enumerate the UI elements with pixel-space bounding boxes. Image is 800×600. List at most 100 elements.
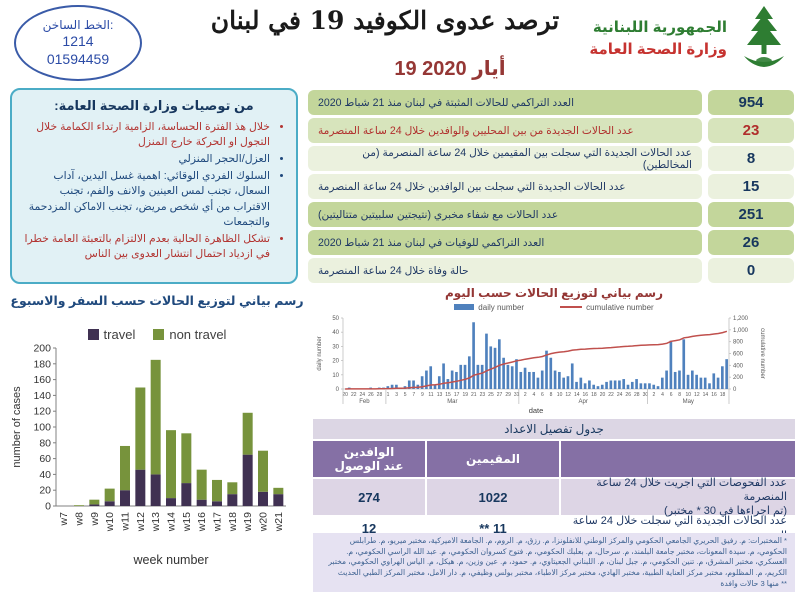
svg-text:number of cases: number of cases — [11, 386, 23, 468]
svg-text:May: May — [683, 399, 694, 405]
cedar-logo-icon — [744, 6, 784, 67]
svg-text:w18: w18 — [227, 512, 239, 532]
svg-text:16: 16 — [711, 392, 717, 398]
weekly-chart-title: رسم بياني لتوزيع الحالات حسب السفر والاس… — [10, 294, 304, 308]
svg-text:20: 20 — [342, 392, 348, 398]
svg-text:400: 400 — [733, 364, 744, 370]
svg-text:30: 30 — [332, 345, 339, 351]
page-title: ترصد عدوى الكوفيد 19 في لبنان — [210, 6, 560, 35]
details-table: جدول تفصيل الاعداد الوافدين عند الوصول ال… — [313, 419, 795, 542]
svg-text:12: 12 — [565, 392, 571, 398]
svg-text:120: 120 — [33, 406, 51, 418]
svg-text:4: 4 — [661, 392, 664, 398]
svg-text:18: 18 — [720, 392, 726, 398]
stat-value: 954 — [708, 90, 794, 115]
stat-label: عدد الحالات الجديدة التي سجلت بين المقيم… — [308, 146, 702, 171]
svg-text:w15: w15 — [181, 512, 193, 532]
svg-text:8: 8 — [678, 392, 681, 398]
svg-text:8: 8 — [550, 392, 553, 398]
stat-row: عدد الحالات الجديدة من بين المحليين والو… — [308, 118, 794, 143]
cumulative-number-swatch — [560, 306, 583, 309]
svg-text:w19: w19 — [242, 512, 254, 532]
footnote-labs: * المختبرات: م. رفيق الحريري الجامعي الح… — [328, 536, 787, 577]
svg-text:600: 600 — [733, 352, 744, 358]
details-table-grid: الوافدين عند الوصول المقيمين 274 1022 عدد ال… — [313, 441, 795, 542]
svg-text:6: 6 — [670, 392, 673, 398]
svg-text:w16: w16 — [196, 512, 208, 532]
hotline-number-long: 01594459 — [46, 50, 110, 67]
svg-text:50: 50 — [332, 316, 339, 322]
travel-legend-label: travel — [103, 326, 136, 342]
ministry-line1: الجمهورية اللبنانية — [592, 18, 727, 36]
svg-text:25: 25 — [488, 392, 494, 398]
svg-text:4: 4 — [532, 392, 535, 398]
svg-text:Feb: Feb — [359, 399, 370, 405]
svg-text:7: 7 — [412, 392, 415, 398]
ministry-line2: وزارة الصحة العامة — [589, 41, 727, 58]
svg-text:w11: w11 — [120, 512, 132, 532]
stat-row: عدد الحالات الجديدة التي سجلت بين المقيم… — [308, 146, 794, 171]
svg-text:daily number: daily number — [317, 337, 323, 371]
svg-text:14: 14 — [703, 392, 709, 398]
svg-text:6: 6 — [541, 392, 544, 398]
svg-text:180: 180 — [33, 358, 51, 370]
svg-text:3: 3 — [395, 392, 398, 398]
svg-text:12: 12 — [694, 392, 700, 398]
stat-value: 26 — [708, 230, 794, 255]
svg-text:w17: w17 — [212, 512, 224, 532]
svg-text:60: 60 — [39, 453, 51, 465]
stat-row: العدد التراكمي للحالات المثبتة في لبنان … — [308, 90, 794, 115]
svg-text:5: 5 — [404, 392, 407, 398]
non-travel-swatch — [153, 328, 165, 340]
recommendations-title: من توصيات وزارة الصحة العامة: — [54, 98, 254, 113]
svg-text:w20: w20 — [258, 512, 270, 532]
svg-text:w9: w9 — [89, 512, 101, 527]
svg-text:Mar: Mar — [447, 399, 457, 405]
daily-chart: رسم بياني لتوزيع الحالات حسب اليوم daily… — [313, 286, 795, 420]
recommendation-item: تشكل الظاهرة الحالية بعدم الالتزام بالتع… — [24, 232, 270, 262]
details-arrivals-value: 274 — [313, 479, 425, 515]
stat-value: 23 — [708, 118, 794, 143]
stat-label: العدد التراكمي للوفيات في لبنان منذ 21 ش… — [308, 230, 702, 255]
details-row-label: عدد الفحوصات التي اجريت خلال 24 ساعة الم… — [561, 477, 795, 517]
svg-text:100: 100 — [33, 422, 51, 434]
svg-text:17: 17 — [454, 392, 460, 398]
footnote-note: ** منها 3 حالات وافدة — [720, 578, 787, 588]
travel-swatch — [87, 328, 99, 340]
svg-text:30: 30 — [643, 392, 649, 398]
svg-text:40: 40 — [39, 469, 51, 481]
ministry-name: الجمهورية اللبنانية وزارة الصحة العامة — [589, 17, 727, 62]
svg-text:Apr: Apr — [579, 399, 588, 405]
svg-text:16: 16 — [583, 392, 589, 398]
svg-text:22: 22 — [608, 392, 614, 398]
hotline-label: الخط الساخن: — [42, 18, 114, 32]
svg-text:1,200: 1,200 — [733, 316, 749, 322]
details-header-empty — [561, 441, 795, 477]
weekly-chart: رسم بياني لتوزيع الحالات حسب السفر والاس… — [8, 293, 306, 597]
recommendation-item: خلال هذ الفترة الحساسة، الزامية ارتداء ا… — [24, 120, 270, 150]
svg-text:160: 160 — [33, 374, 51, 386]
svg-text:15: 15 — [445, 392, 451, 398]
svg-text:11: 11 — [428, 392, 433, 398]
daily-number-swatch — [454, 304, 475, 311]
svg-text:21: 21 — [471, 392, 477, 398]
svg-text:20: 20 — [600, 392, 606, 398]
hotline-number-short: 1214 — [62, 33, 94, 49]
svg-text:40: 40 — [332, 330, 339, 336]
svg-text:20: 20 — [39, 485, 51, 497]
svg-text:800: 800 — [733, 340, 744, 346]
svg-text:19: 19 — [462, 392, 468, 398]
stat-label: العدد التراكمي للحالات المثبتة في لبنان … — [308, 90, 702, 115]
stat-value: 0 — [708, 258, 794, 283]
svg-text:0: 0 — [45, 501, 51, 513]
details-header-arrivals: الوافدين عند الوصول — [313, 441, 425, 477]
svg-text:28: 28 — [377, 392, 383, 398]
svg-text:w13: w13 — [150, 512, 162, 532]
recommendations-list: خلال هذ الفترة الحساسة، الزامية ارتداء ا… — [20, 120, 288, 262]
svg-text:31: 31 — [514, 392, 520, 398]
svg-text:1,000: 1,000 — [733, 328, 749, 334]
stats-table: العدد التراكمي للحالات المثبتة في لبنان … — [308, 90, 794, 283]
svg-text:14: 14 — [574, 392, 580, 398]
